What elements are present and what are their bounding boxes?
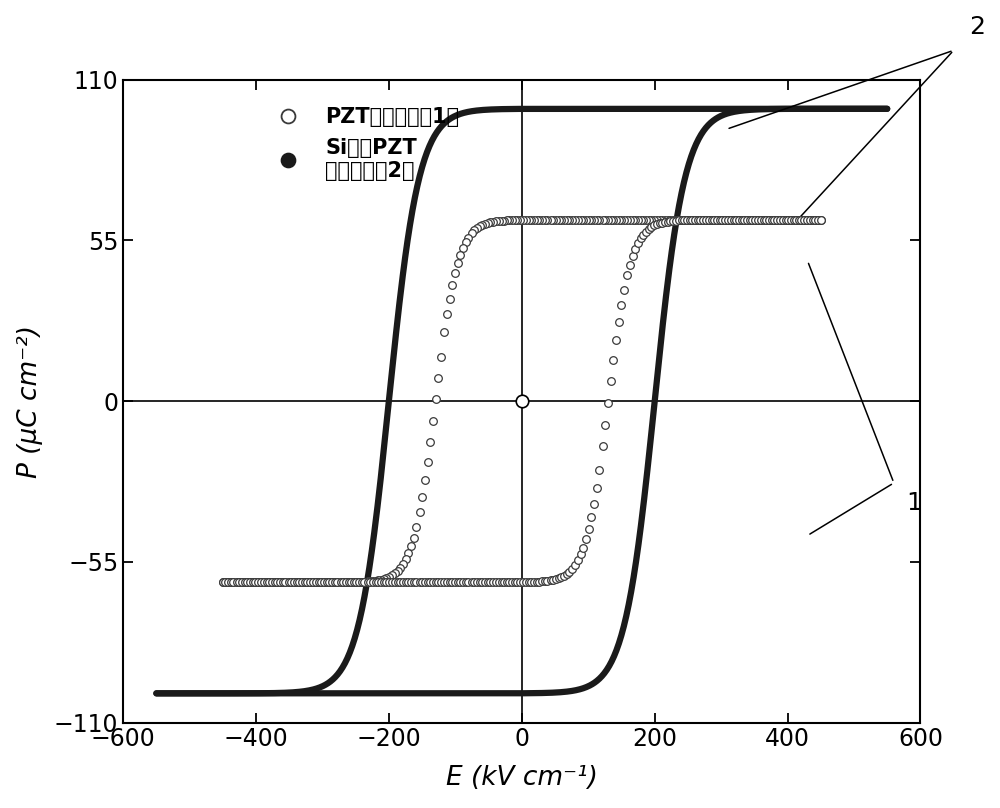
Text: 1: 1 <box>906 491 922 516</box>
X-axis label: E (kV cm⁻¹): E (kV cm⁻¹) <box>446 765 598 791</box>
Text: 2: 2 <box>969 15 985 39</box>
Y-axis label: P (μC cm⁻²): P (μC cm⁻²) <box>17 325 43 478</box>
Legend: PZT（附图标记1）, Si掺杂PZT
（附图标记2）: PZT（附图标记1）, Si掺杂PZT （附图标记2） <box>259 99 468 189</box>
